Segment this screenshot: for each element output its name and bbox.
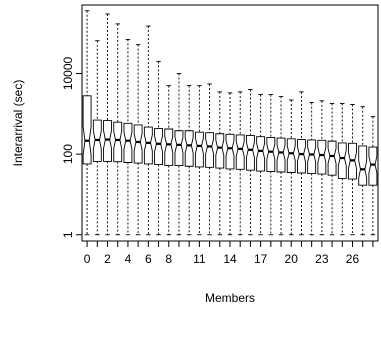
box-body [358,145,368,186]
box-13 [215,91,225,236]
box-17 [256,94,266,236]
y-tick-label: 100 [61,144,75,164]
x-tick-label: 6 [145,252,152,266]
box-14 [225,92,235,236]
box-body [154,128,163,166]
x-tick-label: 20 [285,252,299,266]
box-body [123,122,133,163]
box-11 [194,85,204,236]
box-body [286,138,296,173]
box-body [256,136,266,172]
x-axis-title: Members [205,291,255,305]
box-8 [164,85,174,236]
x-tick-label: 17 [254,252,268,266]
x-tick-label: 4 [125,252,132,266]
box-body [337,142,347,179]
box-body [307,139,317,174]
box-body [184,130,194,167]
box-body [235,134,245,170]
box-body [194,131,204,168]
y-tick-label: 1 [61,231,75,238]
box-9 [174,73,184,236]
box-25 [337,103,347,236]
box-5 [133,44,143,236]
box-body [205,132,215,168]
box-23 [317,100,327,236]
box-6 [143,25,153,236]
axis-layer: 1 100 10000 0 2 4 6 8 11 14 17 20 23 26 [61,4,379,266]
box-body [266,136,276,172]
box-body [215,133,225,169]
box-12 [205,83,215,236]
y-tick-label: 10000 [61,56,75,90]
box-body [297,139,306,174]
box-3 [113,23,123,236]
box-body [317,139,327,175]
x-tick-label: 8 [165,252,172,266]
box-7 [154,60,163,236]
y-axis-title: Interarrival (sec) [11,80,25,167]
plot-layer [82,10,378,236]
box-26 [348,104,357,236]
box-body [143,126,153,165]
x-tick-label: 11 [193,252,206,266]
box-22 [307,102,317,236]
box-20 [286,99,296,236]
box-10 [184,85,194,236]
box-2 [103,13,112,236]
box-body [113,121,123,163]
box-body [174,130,184,167]
box-body [245,135,255,171]
x-tick-label: 0 [84,252,91,266]
x-tick-label: 26 [346,252,360,266]
x-tick-label: 2 [104,252,111,266]
box-body [103,120,112,162]
box-0 [82,10,92,236]
box-24 [327,103,337,236]
box-1 [92,40,102,236]
box-body [225,133,235,170]
box-body [368,146,378,186]
box-21 [297,91,306,236]
box-27 [358,106,368,236]
box-body [133,124,143,164]
x-tick-label: 23 [315,252,329,266]
x-tick-label: 14 [223,252,237,266]
box-15 [235,91,245,236]
box-body [164,128,174,167]
box-16 [245,89,255,236]
box-19 [276,95,286,236]
box-28 [368,116,378,236]
box-body [327,140,337,176]
box-4 [123,38,133,236]
box-body [82,95,92,165]
box-18 [266,94,276,236]
box-body [276,137,286,173]
